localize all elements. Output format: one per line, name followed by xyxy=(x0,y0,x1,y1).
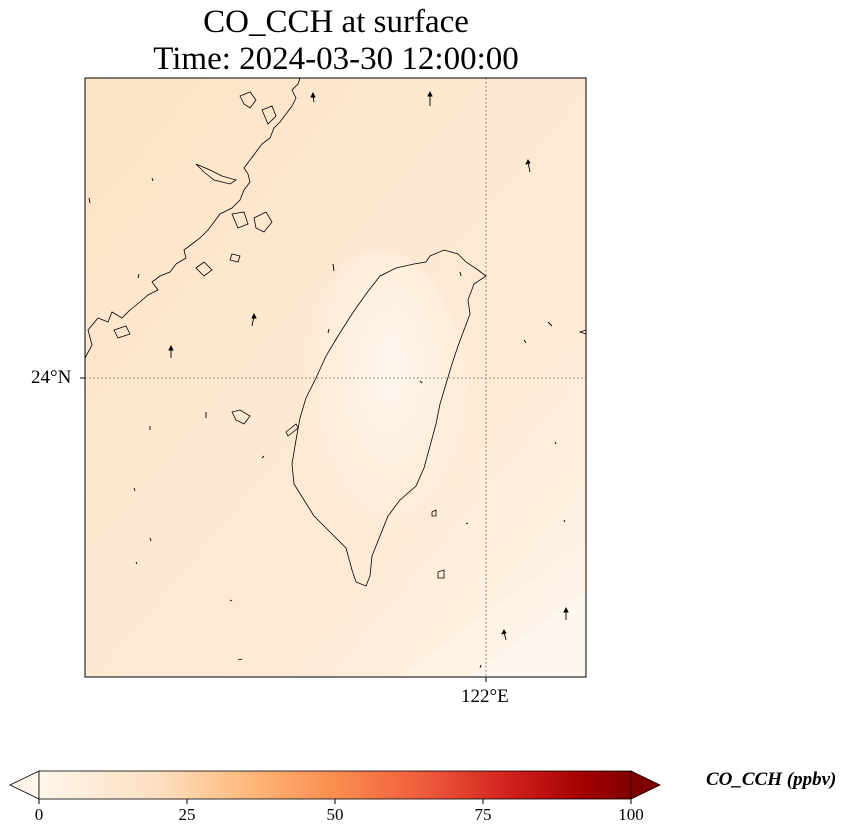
lon-label: 122°E xyxy=(461,686,509,707)
map-title: CO_CCH at surface xyxy=(203,4,469,40)
mainland-coastline-inner xyxy=(113,91,277,425)
colorbar-tick: 25 xyxy=(178,805,196,824)
mainland-coastline xyxy=(84,77,301,359)
co-field xyxy=(85,78,586,677)
small-islands xyxy=(285,329,587,579)
colorbar-body xyxy=(38,770,632,800)
map-time: Time: 2024-03-30 12:00:00 xyxy=(153,41,519,77)
colorbar-tick: 50 xyxy=(326,805,344,824)
colorbar xyxy=(9,770,661,804)
colorbar-label: CO_CCH (ppbv) xyxy=(706,769,837,790)
colorbar-extend-min xyxy=(9,770,40,800)
wind-arrows xyxy=(88,90,569,669)
lat-label: 24°N xyxy=(31,367,72,388)
colorbar-tick: 75 xyxy=(474,805,492,824)
colorbar-extend-max xyxy=(630,770,661,800)
colorbar-tick: 0 xyxy=(34,805,44,824)
colorbar-tick: 100 xyxy=(618,805,644,824)
taiwan-island xyxy=(291,249,487,587)
